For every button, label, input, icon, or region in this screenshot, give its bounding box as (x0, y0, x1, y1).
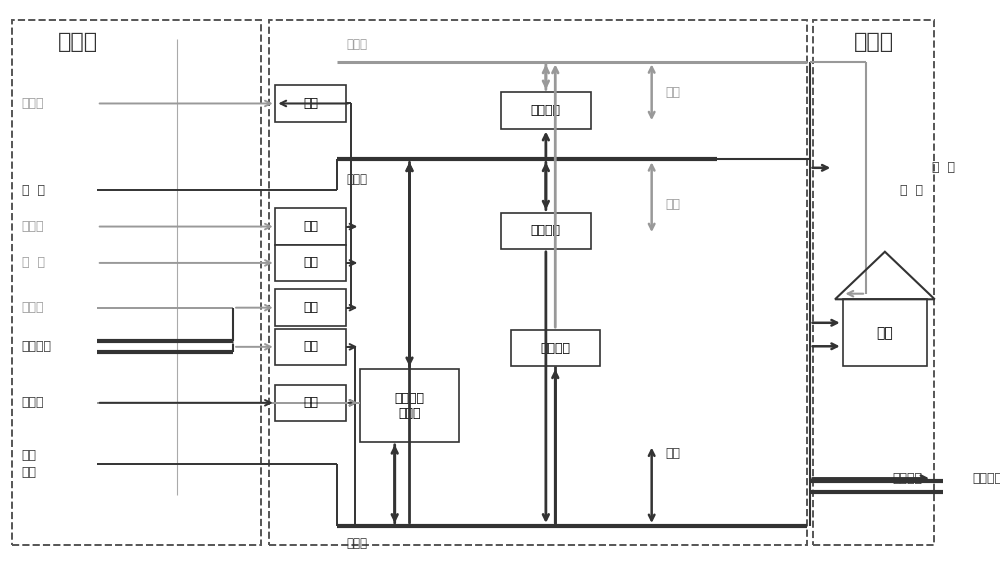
Text: 热冷转换: 热冷转换 (540, 342, 570, 355)
Text: 电母线: 电母线 (346, 173, 367, 186)
Text: 热母线: 热母线 (346, 537, 367, 550)
Text: 热泵: 热泵 (303, 97, 318, 110)
FancyBboxPatch shape (275, 289, 346, 326)
Text: 天然气: 天然气 (22, 396, 44, 409)
Text: 外  网: 外 网 (932, 162, 955, 175)
Bar (813, 20, 934, 545)
Text: 土壤等: 土壤等 (22, 97, 44, 110)
Text: 储冷: 储冷 (666, 86, 681, 99)
Text: 电热转换: 电热转换 (531, 224, 561, 237)
Text: 外  网: 外 网 (22, 184, 45, 197)
Text: 风  能: 风 能 (22, 257, 45, 270)
Text: 风机: 风机 (303, 257, 318, 270)
Text: 外  网: 外 网 (900, 184, 923, 197)
Text: 站间网络: 站间网络 (972, 472, 1000, 485)
FancyBboxPatch shape (275, 85, 346, 121)
Text: 太阳能: 太阳能 (22, 301, 44, 314)
Text: 电冷转换: 电冷转换 (531, 104, 561, 117)
FancyBboxPatch shape (360, 369, 459, 442)
Text: 站间网络: 站间网络 (22, 340, 52, 353)
Text: 输出侧: 输出侧 (854, 32, 894, 52)
Text: 冷热电联
供系统: 冷热电联 供系统 (395, 392, 425, 420)
Text: 市政
热网: 市政 热网 (22, 449, 37, 479)
FancyBboxPatch shape (275, 329, 346, 365)
Bar (269, 20, 807, 545)
Bar (12, 20, 261, 545)
Text: 光伏: 光伏 (303, 301, 318, 314)
Text: 用户: 用户 (877, 326, 893, 340)
FancyBboxPatch shape (501, 212, 591, 249)
Text: 站间网络: 站间网络 (893, 472, 923, 485)
Text: 输入侧: 输入侧 (58, 32, 98, 52)
Text: 储电: 储电 (666, 198, 681, 211)
FancyBboxPatch shape (275, 245, 346, 281)
FancyBboxPatch shape (843, 299, 927, 367)
FancyBboxPatch shape (275, 385, 346, 421)
Text: 储热: 储热 (666, 446, 681, 460)
Text: 冷母线: 冷母线 (346, 38, 367, 51)
Text: 生物质: 生物质 (22, 220, 44, 233)
FancyBboxPatch shape (511, 330, 600, 367)
FancyBboxPatch shape (501, 92, 591, 129)
Text: 光热: 光热 (303, 340, 318, 353)
Text: 锅炉: 锅炉 (303, 396, 318, 409)
FancyBboxPatch shape (275, 208, 346, 245)
Text: 燃机: 燃机 (303, 220, 318, 233)
